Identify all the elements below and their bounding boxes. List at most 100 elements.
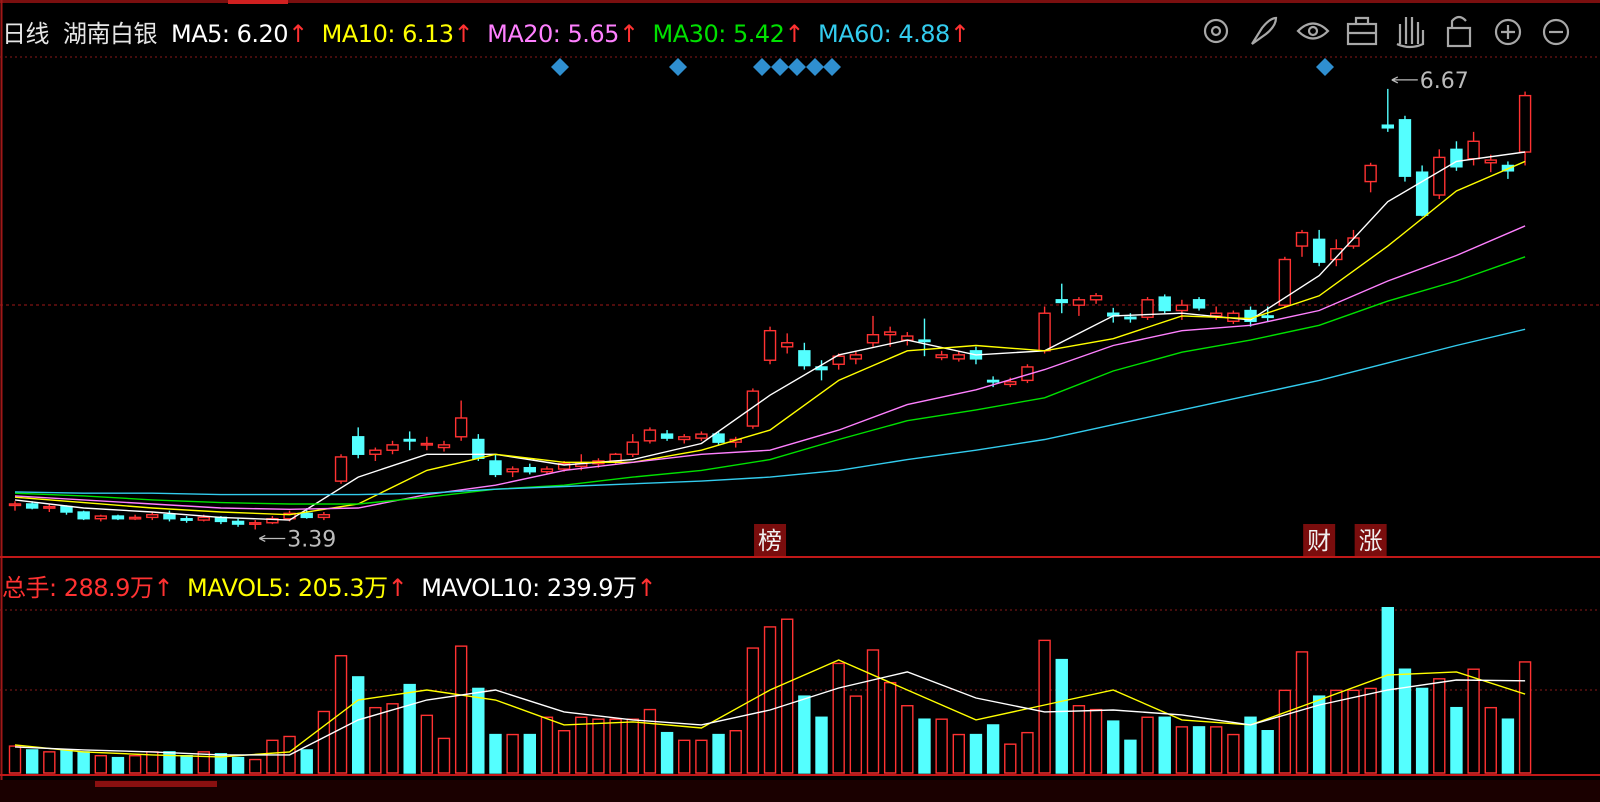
volume-bar bbox=[334, 655, 348, 774]
candle-body bbox=[1278, 258, 1292, 306]
volume-bar bbox=[1261, 730, 1274, 774]
indicator-value: 4.88 bbox=[898, 20, 950, 48]
candle-body bbox=[866, 334, 880, 344]
candle-body bbox=[832, 355, 845, 365]
candle-body bbox=[1330, 248, 1343, 261]
event-diamond bbox=[551, 58, 569, 76]
candle-body bbox=[1295, 231, 1309, 247]
volume-bar bbox=[8, 745, 22, 774]
volume-bar bbox=[609, 718, 622, 774]
candle-body bbox=[883, 331, 897, 336]
indicator-value: 5.65 bbox=[567, 20, 620, 48]
volume-bar bbox=[1398, 668, 1412, 774]
candle-body bbox=[334, 456, 348, 482]
marker-arrow bbox=[258, 534, 286, 543]
volume-bar bbox=[94, 755, 108, 774]
candle-body bbox=[1141, 299, 1154, 318]
draw-icon[interactable] bbox=[1251, 16, 1278, 45]
indicator-name: MA20 bbox=[487, 20, 567, 48]
candle-body bbox=[472, 438, 485, 459]
candle-body bbox=[386, 444, 399, 451]
event-diamond bbox=[753, 58, 771, 76]
volume-bar bbox=[918, 718, 931, 774]
candle-body bbox=[557, 462, 571, 470]
volume-bar bbox=[695, 739, 708, 774]
candle-body bbox=[849, 354, 863, 360]
volume-bar bbox=[266, 739, 279, 774]
candle-body bbox=[1175, 304, 1189, 312]
candle-body bbox=[1467, 140, 1480, 160]
candle-body bbox=[626, 441, 639, 455]
volume-bar bbox=[1158, 716, 1171, 774]
candle-body bbox=[695, 433, 708, 439]
period: 日线 bbox=[2, 20, 50, 48]
candle-body bbox=[128, 516, 142, 520]
hand-icon[interactable] bbox=[1396, 17, 1425, 49]
candle-body bbox=[1364, 164, 1377, 183]
volume-bar bbox=[986, 724, 1000, 774]
indicator-name: MA10 bbox=[322, 20, 402, 48]
volume-bar bbox=[317, 710, 331, 774]
volume-bar bbox=[1415, 687, 1429, 774]
candle-body bbox=[1055, 299, 1068, 304]
candle-body bbox=[1038, 312, 1051, 352]
trend-arrow: ↑ bbox=[288, 20, 308, 48]
candle-body bbox=[111, 515, 125, 520]
volume-bar bbox=[1107, 720, 1120, 774]
volume-bar bbox=[1209, 726, 1223, 774]
volume-bar bbox=[540, 716, 554, 774]
volume-bar bbox=[746, 647, 760, 774]
indicator: MA205.65↑ bbox=[487, 20, 639, 48]
volume-bar bbox=[43, 751, 56, 774]
volume-bar bbox=[1038, 639, 1051, 774]
candle-body bbox=[1381, 124, 1395, 129]
trend-arrow: ↑ bbox=[949, 20, 970, 48]
volume-bar bbox=[437, 737, 451, 774]
candle-body bbox=[403, 438, 416, 442]
indicator: MA106.13↑ bbox=[322, 20, 474, 48]
volume-bar bbox=[575, 716, 588, 774]
candle-body bbox=[1415, 171, 1429, 216]
volume-bar bbox=[626, 718, 639, 774]
volume-bar bbox=[231, 756, 245, 774]
zoom-out-icon[interactable] bbox=[1542, 18, 1570, 46]
volume-bar bbox=[1175, 726, 1189, 774]
candle-body bbox=[781, 342, 794, 348]
toolbox-icon[interactable] bbox=[1346, 16, 1378, 46]
volume-bar bbox=[454, 645, 468, 774]
zoom-in-icon[interactable] bbox=[1494, 18, 1522, 46]
indicator-value: 288.9万 bbox=[63, 574, 154, 602]
candle-body bbox=[935, 354, 948, 359]
volume-bar bbox=[1192, 726, 1206, 774]
volume-bar bbox=[1501, 718, 1515, 774]
candle-body bbox=[660, 433, 674, 439]
eye-icon[interactable] bbox=[1296, 22, 1330, 40]
candle-body bbox=[317, 514, 331, 519]
volume-bar bbox=[214, 753, 228, 774]
candle-body bbox=[643, 429, 657, 442]
volume-bar bbox=[832, 662, 845, 774]
ma-line bbox=[14, 160, 1526, 516]
volume-bar bbox=[249, 758, 262, 774]
event-diamond bbox=[771, 58, 789, 76]
indicator-name: MAVOL5 bbox=[187, 574, 298, 602]
candle-body bbox=[8, 503, 22, 507]
candle-body bbox=[1072, 299, 1086, 306]
lock-icon[interactable] bbox=[1446, 15, 1472, 48]
settings-icon[interactable] bbox=[1203, 18, 1229, 44]
candle-body bbox=[369, 449, 382, 455]
volume-bar bbox=[1055, 658, 1068, 774]
volume-bar bbox=[1004, 743, 1017, 774]
volume-bar bbox=[1141, 716, 1154, 774]
indicator-name: MA60 bbox=[818, 20, 898, 48]
volume-bar bbox=[763, 626, 777, 774]
trend-arrow: ↑ bbox=[636, 574, 657, 602]
candle-body bbox=[60, 505, 73, 513]
indicator: MA305.42↑ bbox=[653, 20, 805, 48]
candle-body bbox=[918, 339, 931, 343]
volume-bar bbox=[866, 649, 880, 774]
volume-bar bbox=[506, 733, 519, 774]
candle-body bbox=[489, 460, 502, 476]
volume-bar bbox=[1330, 689, 1343, 774]
